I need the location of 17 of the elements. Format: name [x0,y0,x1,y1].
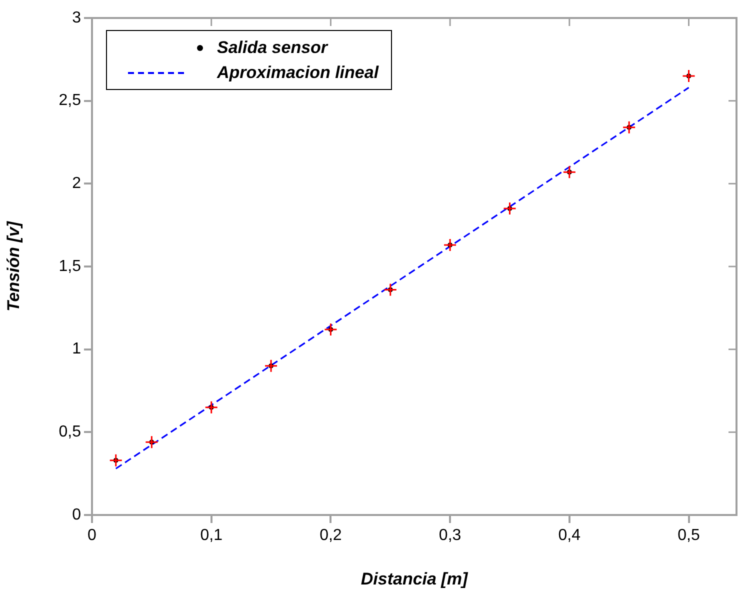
y-tick-label: 2,5 [58,92,82,110]
y-axis-title: Tensión [v] [4,220,23,312]
y-tick-label: 3 [72,9,82,26]
y-tick-label: 1 [72,340,82,358]
y-tick-label: 0,5 [58,424,82,441]
x-tick-label: 0 [88,527,97,544]
x-tick-label: 0,1 [200,527,223,544]
legend-label: Aproximacion lineal [217,62,379,82]
y-tick-label: 1,5 [58,258,82,275]
x-tick-label: 0,3 [438,527,462,544]
legend-label: Salida sensor [217,38,328,58]
x-tick-label: 0,2 [320,527,342,544]
x-tick-label: 0,4 [558,527,581,544]
x-tick-label: 0,5 [678,527,700,544]
y-tick-label: 2 [72,175,82,192]
x-axis-title: Distancia [m] [360,569,469,588]
y-tick-label: 0 [72,506,82,524]
